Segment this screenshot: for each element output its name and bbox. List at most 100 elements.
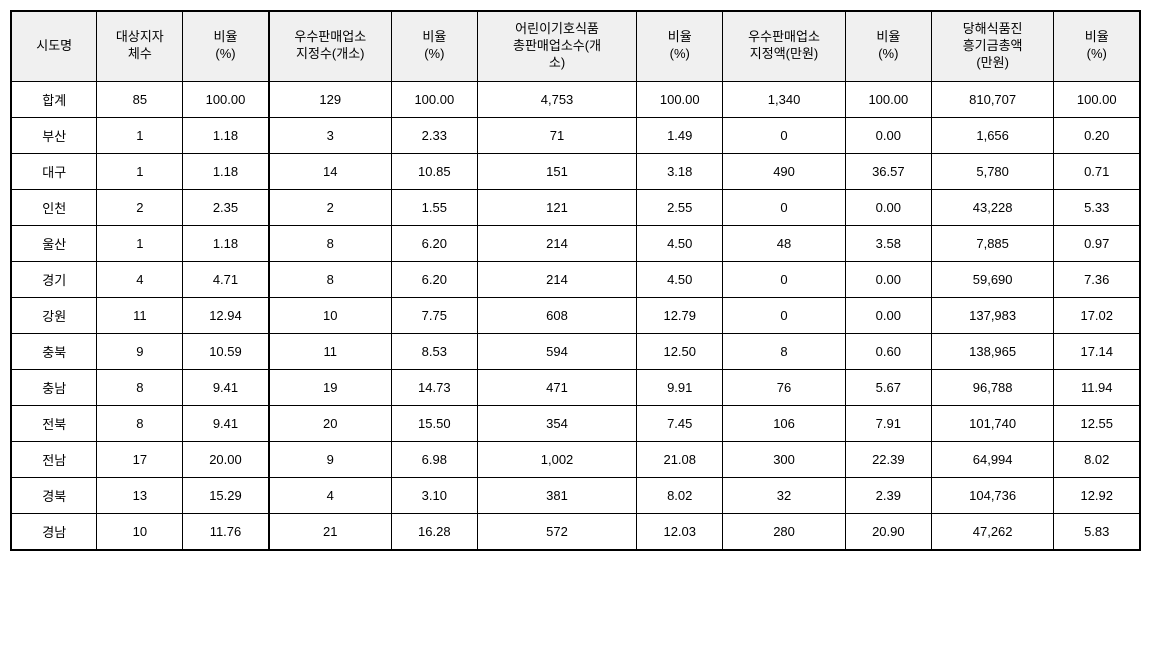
cell-excellent_amount: 48 (723, 225, 846, 261)
cell-excellent_count: 14 (269, 153, 392, 189)
cell-excellent_amount: 280 (723, 513, 846, 550)
cell-ratio5: 5.83 (1054, 513, 1140, 550)
cell-ratio3: 8.02 (637, 477, 723, 513)
cell-region: 부산 (11, 117, 97, 153)
cell-target_gov: 4 (97, 261, 183, 297)
cell-ratio2: 14.73 (391, 369, 477, 405)
cell-ratio3: 12.03 (637, 513, 723, 550)
cell-ratio2: 100.00 (391, 81, 477, 117)
cell-region: 합계 (11, 81, 97, 117)
cell-ratio4: 7.91 (845, 405, 931, 441)
cell-target_gov: 8 (97, 405, 183, 441)
cell-target_gov: 1 (97, 225, 183, 261)
cell-region: 대구 (11, 153, 97, 189)
cell-region: 경기 (11, 261, 97, 297)
cell-excellent_amount: 1,340 (723, 81, 846, 117)
cell-ratio3: 9.91 (637, 369, 723, 405)
cell-target_gov: 2 (97, 189, 183, 225)
header-excellent_count: 우수판매업소지정수(개소) (269, 11, 392, 81)
cell-ratio2: 16.28 (391, 513, 477, 550)
cell-ratio3: 3.18 (637, 153, 723, 189)
cell-excellent_amount: 0 (723, 189, 846, 225)
table-row: 충남89.411914.734719.91765.6796,78811.94 (11, 369, 1140, 405)
cell-ratio1: 12.94 (183, 297, 269, 333)
cell-ratio1: 4.71 (183, 261, 269, 297)
cell-food_promo_total: 96,788 (931, 369, 1054, 405)
cell-excellent_amount: 32 (723, 477, 846, 513)
cell-excellent_count: 10 (269, 297, 392, 333)
cell-excellent_amount: 300 (723, 441, 846, 477)
table-row: 전남1720.0096.981,00221.0830022.3964,9948.… (11, 441, 1140, 477)
cell-child_food_total: 572 (477, 513, 637, 550)
cell-target_gov: 1 (97, 153, 183, 189)
header-child_food_total: 어린이기호식품총판매업소수(개소) (477, 11, 637, 81)
cell-ratio2: 8.53 (391, 333, 477, 369)
cell-excellent_amount: 106 (723, 405, 846, 441)
cell-child_food_total: 381 (477, 477, 637, 513)
cell-ratio2: 6.20 (391, 225, 477, 261)
cell-target_gov: 8 (97, 369, 183, 405)
cell-ratio4: 22.39 (845, 441, 931, 477)
cell-child_food_total: 471 (477, 369, 637, 405)
cell-target_gov: 9 (97, 333, 183, 369)
cell-ratio2: 7.75 (391, 297, 477, 333)
cell-child_food_total: 608 (477, 297, 637, 333)
cell-region: 경남 (11, 513, 97, 550)
cell-food_promo_total: 137,983 (931, 297, 1054, 333)
table-body: 합계85100.00129100.004,753100.001,340100.0… (11, 81, 1140, 550)
cell-region: 충남 (11, 369, 97, 405)
cell-child_food_total: 354 (477, 405, 637, 441)
cell-ratio3: 7.45 (637, 405, 723, 441)
cell-food_promo_total: 138,965 (931, 333, 1054, 369)
cell-excellent_count: 129 (269, 81, 392, 117)
cell-food_promo_total: 810,707 (931, 81, 1054, 117)
cell-ratio5: 0.71 (1054, 153, 1140, 189)
cell-ratio4: 100.00 (845, 81, 931, 117)
cell-excellent_amount: 0 (723, 117, 846, 153)
table-row: 경남1011.762116.2857212.0328020.9047,2625.… (11, 513, 1140, 550)
cell-excellent_count: 21 (269, 513, 392, 550)
table-row: 경북1315.2943.103818.02322.39104,73612.92 (11, 477, 1140, 513)
cell-ratio1: 2.35 (183, 189, 269, 225)
table-row: 충북910.59118.5359412.5080.60138,96517.14 (11, 333, 1140, 369)
cell-child_food_total: 4,753 (477, 81, 637, 117)
cell-ratio5: 0.97 (1054, 225, 1140, 261)
table-header: 시도명대상지자체수비율(%)우수판매업소지정수(개소)비율(%)어린이기호식품총… (11, 11, 1140, 81)
cell-excellent_count: 2 (269, 189, 392, 225)
cell-ratio3: 4.50 (637, 261, 723, 297)
header-ratio1: 비율(%) (183, 11, 269, 81)
cell-excellent_amount: 8 (723, 333, 846, 369)
cell-target_gov: 11 (97, 297, 183, 333)
cell-region: 전남 (11, 441, 97, 477)
cell-ratio3: 4.50 (637, 225, 723, 261)
cell-ratio1: 11.76 (183, 513, 269, 550)
cell-excellent_amount: 0 (723, 261, 846, 297)
cell-child_food_total: 121 (477, 189, 637, 225)
cell-ratio1: 9.41 (183, 369, 269, 405)
cell-excellent_count: 19 (269, 369, 392, 405)
cell-region: 인천 (11, 189, 97, 225)
cell-ratio5: 100.00 (1054, 81, 1140, 117)
cell-food_promo_total: 64,994 (931, 441, 1054, 477)
header-region: 시도명 (11, 11, 97, 81)
cell-excellent_count: 8 (269, 261, 392, 297)
cell-target_gov: 10 (97, 513, 183, 550)
data-table: 시도명대상지자체수비율(%)우수판매업소지정수(개소)비율(%)어린이기호식품총… (10, 10, 1141, 551)
cell-food_promo_total: 43,228 (931, 189, 1054, 225)
cell-ratio2: 10.85 (391, 153, 477, 189)
cell-ratio5: 5.33 (1054, 189, 1140, 225)
cell-excellent_amount: 76 (723, 369, 846, 405)
cell-ratio1: 100.00 (183, 81, 269, 117)
cell-ratio3: 1.49 (637, 117, 723, 153)
cell-ratio3: 2.55 (637, 189, 723, 225)
cell-ratio2: 3.10 (391, 477, 477, 513)
cell-ratio1: 15.29 (183, 477, 269, 513)
table-row: 대구11.181410.851513.1849036.575,7800.71 (11, 153, 1140, 189)
cell-region: 충북 (11, 333, 97, 369)
cell-ratio1: 20.00 (183, 441, 269, 477)
header-ratio2: 비율(%) (391, 11, 477, 81)
cell-child_food_total: 1,002 (477, 441, 637, 477)
cell-food_promo_total: 104,736 (931, 477, 1054, 513)
cell-region: 경북 (11, 477, 97, 513)
cell-ratio5: 17.14 (1054, 333, 1140, 369)
